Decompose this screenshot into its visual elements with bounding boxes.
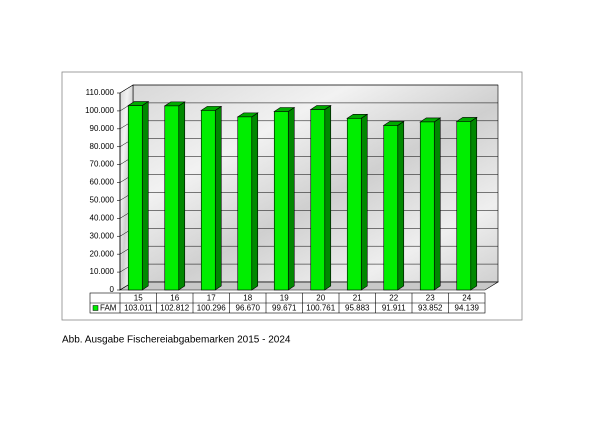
x-tick-label: 20 [316,294,325,303]
x-tick-label: 19 [280,294,289,303]
bar [200,110,216,291]
data-label: 93.852 [418,304,443,313]
bar [127,105,143,291]
data-label: 96.670 [236,304,261,313]
y-tick-label: 100.000 [85,106,114,115]
bar [164,105,180,291]
bar-side [178,101,186,291]
bar [383,125,399,291]
y-tick-label: 40.000 [90,213,115,222]
bar-side [433,117,441,291]
y-tick-label: 110.000 [86,88,115,97]
x-tick-label: 16 [170,294,179,303]
bar-side [287,106,295,291]
bar-side [251,112,259,291]
bar-side [214,105,222,291]
grid-line [119,84,498,94]
x-tick-label: 17 [207,294,216,303]
x-tick-label: 23 [426,294,435,303]
bar-side [141,100,149,291]
caption: Abb. Ausgabe Fischereiabgabemarken 2015 … [62,335,291,346]
bar-side [397,120,405,291]
bar [237,116,253,291]
legend-swatch [92,305,99,311]
bar-side [360,113,368,291]
data-label: 91.911 [382,304,406,313]
bar [419,121,435,291]
bar [346,117,362,291]
y-tick-label: 50.000 [90,196,115,205]
y-tick-label: 60.000 [90,178,115,187]
y-tick-label: 70.000 [90,160,115,169]
data-label: 100.296 [197,304,226,313]
y-tick-label: 90.000 [90,124,115,133]
x-tick-label: 18 [243,294,252,303]
x-tick-label: 22 [389,294,398,303]
bar [273,111,289,291]
data-label: 94.139 [455,304,480,313]
x-tick-label: 24 [462,294,471,303]
data-label: 102.812 [160,304,189,313]
bar-side [324,104,332,291]
y-tick-label: 0 [110,285,115,294]
data-label: 103.011 [124,304,153,313]
bar [310,109,326,291]
legend-label: FAM [100,304,117,313]
data-label: 100.761 [306,304,335,313]
bar-side [470,116,478,291]
y-tick-label: 80.000 [90,142,115,151]
x-tick-label: 21 [353,294,362,303]
bar [456,121,472,291]
y-tick-label: 30.000 [90,231,115,240]
x-tick-label: 15 [134,294,143,303]
data-label: 99.671 [272,304,297,313]
y-tick-label: 10.000 [90,267,115,276]
y-tick-label: 20.000 [90,249,115,258]
data-label: 95.883 [345,304,370,313]
